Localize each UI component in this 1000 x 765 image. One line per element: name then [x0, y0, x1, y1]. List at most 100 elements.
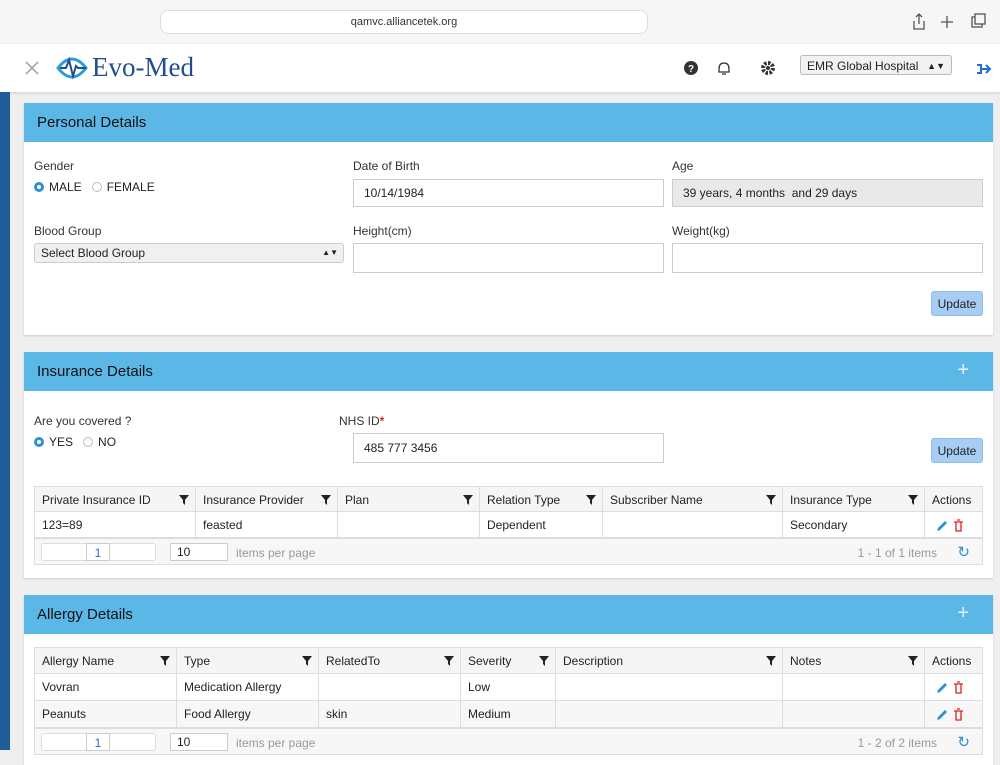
column-header[interactable]: Private Insurance ID — [34, 486, 196, 512]
height-input[interactable] — [353, 243, 664, 273]
column-header[interactable]: Relation Type — [480, 486, 603, 512]
add-icon[interactable]: + — [957, 602, 969, 624]
column-header[interactable]: Severity — [461, 647, 556, 674]
option: FEMALE — [106, 180, 155, 194]
table-cell: Peanuts — [34, 701, 177, 728]
age-input: 39 years, 4 months and 29 days — [672, 179, 983, 207]
column-header[interactable]: Notes — [783, 647, 925, 674]
browser-icons — [913, 13, 986, 30]
column-header[interactable]: Description — [556, 647, 783, 674]
table-cell: skin — [319, 701, 461, 728]
url-bar[interactable]: qamvc.alliancetek.org — [160, 10, 648, 34]
required-mark: * — [379, 414, 385, 428]
table-cell: 123=89 — [34, 512, 196, 538]
option: NO — [98, 435, 117, 449]
brand: Evo-Med — [92, 52, 194, 82]
page-number[interactable]: 1 — [86, 733, 110, 751]
label: Are you covered ? — [34, 414, 132, 428]
table-cell: Dependent — [480, 512, 603, 538]
row-actions[interactable] — [925, 674, 965, 694]
panel-title: Insurance Details + — [24, 352, 993, 391]
label: Weight(kg) — [672, 224, 730, 238]
page-size-value: 10 — [177, 735, 191, 749]
row-actions[interactable] — [925, 701, 965, 721]
table-cell: feasted — [196, 512, 338, 538]
table-cell: Medium — [461, 701, 556, 728]
option: MALE — [49, 180, 82, 194]
table-cell: Low — [461, 674, 556, 701]
refresh[interactable]: ↻ — [957, 734, 970, 751]
title: Allergy Details — [37, 606, 133, 623]
label: Height(cm) — [353, 224, 412, 238]
column-header[interactable]: Allergy Name — [34, 647, 177, 674]
hospital-select[interactable]: EMR Global Hospital ▲▼ — [800, 55, 952, 75]
table-cell: Food Allergy — [177, 701, 319, 728]
svg-text:?: ? — [688, 64, 694, 75]
update-button[interactable]: Update — [931, 291, 983, 316]
placeholder: Select Blood Group — [41, 246, 146, 260]
radio[interactable] — [34, 182, 44, 192]
radio-group: YES NO — [34, 435, 116, 449]
page-size[interactable]: 10 — [170, 543, 228, 561]
close-icon[interactable] — [24, 60, 40, 76]
add-icon[interactable]: + — [957, 359, 969, 381]
radio[interactable] — [83, 437, 94, 447]
column-header[interactable]: Plan — [338, 486, 480, 512]
pager: 1 10 items per page 1 - 2 of 2 items ↻ — [34, 728, 983, 755]
table-cell — [338, 512, 480, 538]
panel-title: Allergy Details + — [24, 595, 993, 634]
column-header[interactable]: Insurance Type — [783, 486, 925, 512]
radio[interactable] — [34, 437, 44, 447]
table-cell: Medication Allergy — [177, 674, 319, 701]
table-cell — [319, 674, 461, 701]
column-header[interactable]: Insurance Provider — [196, 486, 338, 512]
label: Gender — [34, 159, 75, 173]
header-icons[interactable]: ? — [684, 60, 784, 76]
table-cell — [783, 701, 925, 728]
insurance-panel: Insurance Details + Are you covered ? YES… — [24, 352, 993, 578]
page-size[interactable]: 10 — [170, 733, 228, 751]
column-header[interactable]: Type — [177, 647, 319, 674]
sidebar — [0, 92, 10, 750]
refresh[interactable]: ↻ — [957, 544, 970, 561]
table-cell — [603, 512, 783, 538]
row-actions[interactable] — [925, 512, 965, 532]
radio-group: MALE FEMALE — [34, 180, 155, 194]
table-cell — [556, 701, 783, 728]
column-header[interactable]: Subscriber Name — [603, 486, 783, 512]
column-header[interactable]: Actions — [925, 647, 983, 674]
table-cell: Vovran — [34, 674, 177, 701]
label: Blood Group — [34, 224, 102, 238]
table-cell: Secondary — [783, 512, 925, 538]
browser-bar: qamvc.alliancetek.org — [0, 0, 1000, 45]
personal-panel: Personal Details Gender MALE FEMALE Date… — [24, 103, 993, 335]
page-size-value: 10 — [177, 545, 191, 559]
table-cell — [925, 674, 983, 701]
column-header[interactable]: RelatedTo — [319, 647, 461, 674]
nhs-input[interactable]: 485 777 3456 — [353, 433, 664, 463]
table-cell — [925, 701, 983, 728]
option: YES — [49, 435, 74, 449]
pager-summary: 1 - 1 of 1 items — [857, 546, 937, 560]
blood-select[interactable]: Select Blood Group ▲▼ — [34, 243, 344, 263]
column-header[interactable]: Actions — [925, 486, 983, 512]
pager: 1 10 items per page 1 - 1 of 1 items ↻ — [34, 538, 983, 565]
pager-summary: 1 - 2 of 2 items — [857, 736, 937, 750]
page-size-label: items per page — [236, 736, 316, 750]
update-button[interactable]: Update — [931, 438, 983, 463]
weight-input[interactable] — [672, 243, 983, 273]
radio[interactable] — [91, 182, 102, 192]
title: Insurance Details — [37, 363, 153, 380]
table-cell — [783, 674, 925, 701]
label: Date of Birth — [353, 159, 420, 173]
dob-input[interactable]: 10/14/1984 — [353, 179, 664, 207]
page-number[interactable]: 1 — [86, 543, 110, 561]
allergy-panel: Allergy Details + Allergy Name Type Related… — [24, 595, 993, 765]
table-cell — [925, 512, 983, 538]
label: NHS ID* — [339, 414, 384, 428]
panel-title: Personal Details — [24, 103, 993, 142]
label: Age — [672, 159, 694, 173]
logout-icon[interactable] — [976, 62, 992, 76]
label-text: NHS ID — [339, 414, 380, 428]
